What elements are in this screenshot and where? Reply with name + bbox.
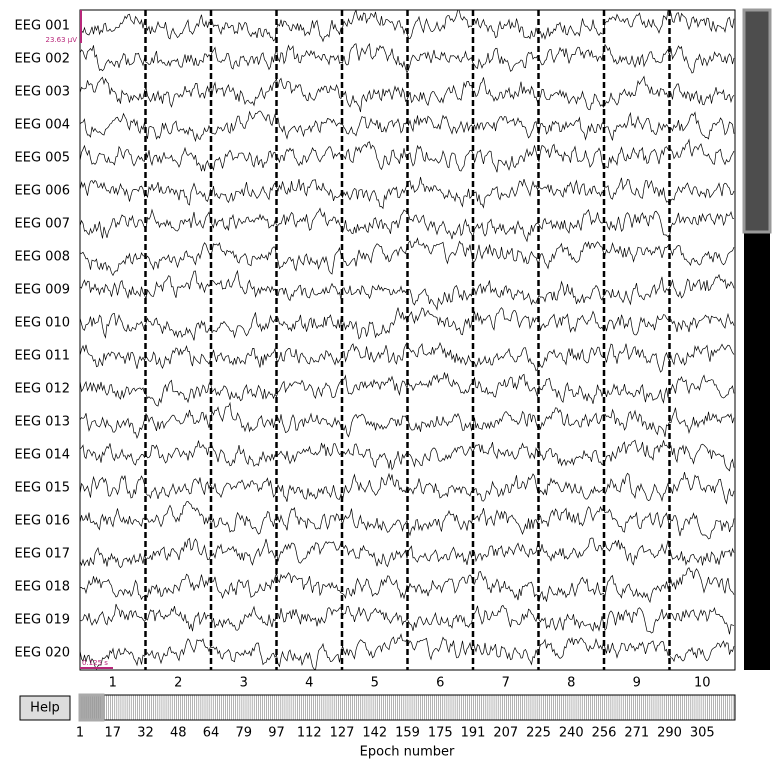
channel-label: EEG 016 bbox=[15, 514, 70, 529]
channel-label: EEG 020 bbox=[15, 646, 70, 661]
channel-label: EEG 006 bbox=[15, 184, 70, 199]
epoch-label: 6 bbox=[436, 676, 444, 691]
eeg-trace bbox=[80, 537, 735, 569]
time-scale-label: 0.125 s bbox=[82, 659, 108, 667]
channel-label: EEG 009 bbox=[15, 283, 70, 298]
epoch-label: 7 bbox=[502, 676, 510, 691]
eeg-trace bbox=[80, 372, 735, 407]
epoch-bar-tick-label: 159 bbox=[395, 726, 420, 741]
epoch-label: 3 bbox=[240, 676, 248, 691]
epoch-bar-tick-label: 305 bbox=[690, 726, 715, 741]
epoch-bar-lines bbox=[81, 695, 735, 720]
channel-label: EEG 011 bbox=[15, 349, 70, 364]
epoch-label: 8 bbox=[567, 676, 575, 691]
epoch-bar-tick-label: 64 bbox=[203, 726, 220, 741]
eeg-trace bbox=[80, 472, 735, 505]
channel-label: EEG 003 bbox=[15, 85, 70, 100]
epoch-bar-thumb[interactable] bbox=[78, 693, 105, 722]
epoch-bar-tick-label: 240 bbox=[559, 726, 584, 741]
eeg-trace bbox=[80, 500, 735, 540]
channel-label: EEG 004 bbox=[15, 118, 70, 133]
eeg-trace bbox=[80, 75, 735, 113]
epoch-bar-tick-label: 271 bbox=[624, 726, 649, 741]
x-axis-label: Epoch number bbox=[360, 745, 455, 760]
channel-label: EEG 014 bbox=[15, 448, 70, 463]
epoch-bar-tick-label: 225 bbox=[526, 726, 551, 741]
epoch-bar-tick-label: 175 bbox=[428, 726, 453, 741]
epoch-bar-tick-label: 256 bbox=[592, 726, 617, 741]
amplitude-scale-label: 23.63 µV bbox=[45, 36, 77, 44]
eeg-trace bbox=[80, 307, 735, 341]
epoch-label: 2 bbox=[174, 676, 182, 691]
eeg-trace bbox=[80, 341, 735, 373]
channel-label: EEG 005 bbox=[15, 151, 70, 166]
channel-label: EEG 015 bbox=[15, 481, 70, 496]
channel-label: EEG 007 bbox=[15, 217, 70, 232]
epoch-bar-tick-label: 207 bbox=[493, 726, 518, 741]
epoch-label: 10 bbox=[694, 676, 711, 691]
epoch-bar-tick-label: 290 bbox=[657, 726, 682, 741]
eeg-trace bbox=[80, 567, 735, 604]
epoch-label: 9 bbox=[633, 676, 641, 691]
channel-label: EEG 013 bbox=[15, 415, 70, 430]
channel-label: EEG 010 bbox=[15, 316, 70, 331]
epoch-bar-tick-label: 1 bbox=[76, 726, 84, 741]
channel-label: EEG 017 bbox=[15, 547, 70, 562]
epoch-label: 1 bbox=[109, 676, 117, 691]
epoch-bar[interactable] bbox=[79, 694, 736, 721]
epoch-bar-tick-label: 112 bbox=[297, 726, 322, 741]
epoch-bar-tick-label: 79 bbox=[235, 726, 252, 741]
channel-label: EEG 001 bbox=[15, 19, 70, 34]
help-button-label[interactable]: Help bbox=[30, 701, 60, 716]
help-button[interactable] bbox=[19, 695, 71, 721]
epoch-bar-tick-label: 97 bbox=[268, 726, 285, 741]
epoch-label: 5 bbox=[371, 676, 379, 691]
channel-label: EEG 008 bbox=[15, 250, 70, 265]
channel-label: EEG 019 bbox=[15, 613, 70, 628]
epoch-bar-tick-label: 127 bbox=[330, 726, 355, 741]
epoch-bar-tick-label: 32 bbox=[137, 726, 154, 741]
epoch-bar-tick-label: 142 bbox=[362, 726, 387, 741]
channel-label: EEG 002 bbox=[15, 52, 70, 67]
traces bbox=[80, 10, 735, 670]
epoch-bar-tick-label: 191 bbox=[461, 726, 486, 741]
epoch-bar-tick-label: 48 bbox=[170, 726, 187, 741]
epoch-label: 4 bbox=[305, 676, 313, 691]
eeg-trace bbox=[80, 633, 735, 670]
channel-scroll-thumb[interactable] bbox=[742, 8, 772, 234]
epoch-bar-tick-label: 17 bbox=[104, 726, 121, 741]
eeg-trace bbox=[80, 42, 735, 74]
channel-label: EEG 018 bbox=[15, 580, 70, 595]
channel-label: EEG 012 bbox=[15, 382, 70, 397]
